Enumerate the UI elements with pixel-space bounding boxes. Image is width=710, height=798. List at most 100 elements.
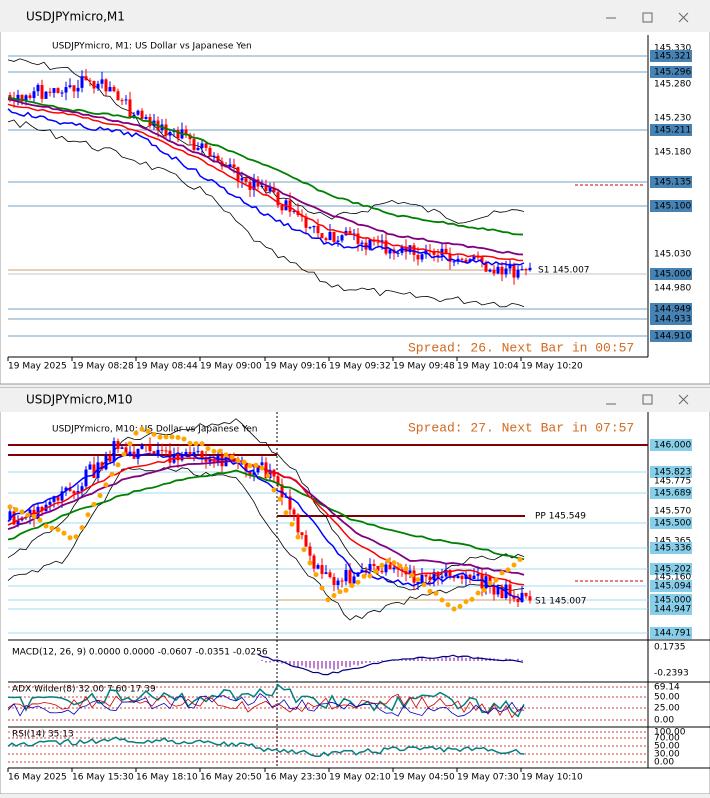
- candle-body: [380, 570, 384, 573]
- candle-body: [60, 491, 64, 501]
- maximize-button[interactable]: [642, 12, 653, 23]
- window-frame: [0, 0, 710, 385]
- candle-body: [308, 546, 312, 556]
- candle-body: [192, 139, 196, 150]
- candle-body: [80, 486, 84, 492]
- candle-body: [348, 230, 352, 234]
- candle-body: [292, 509, 296, 515]
- bollinger-band: [7, 119, 525, 308]
- status-label: Spread: 27. Next Bar in 07:57: [408, 420, 634, 435]
- parabolic-sar-dot: [409, 572, 415, 578]
- candle-body: [496, 586, 500, 595]
- time-label: 19 May 08:28: [72, 362, 134, 372]
- parabolic-sar-dot: [427, 588, 433, 594]
- parabolic-sar-dot: [505, 567, 511, 573]
- indicator-axis-label: 0.00: [654, 716, 674, 726]
- candle-body: [376, 241, 380, 243]
- parabolic-sar-dot: [445, 602, 451, 608]
- parabolic-sar-dot: [397, 563, 403, 569]
- candle-body: [160, 449, 164, 451]
- candle-body: [472, 575, 476, 580]
- time-label: 16 May 2025: [8, 773, 67, 783]
- candle-body: [116, 441, 120, 449]
- price-tag: [650, 50, 692, 62]
- candle-body: [432, 572, 436, 581]
- candle-body: [304, 216, 308, 228]
- candle-body: [460, 258, 464, 260]
- candle-body: [372, 563, 376, 566]
- candle-body: [140, 444, 144, 449]
- chart-header: USDJPYmicro, M1: US Dollar vs Japanese Y…: [52, 42, 252, 52]
- parabolic-sar-dot: [49, 525, 55, 531]
- parabolic-sar-dot: [43, 523, 49, 529]
- candle-body: [332, 231, 336, 242]
- close-button[interactable]: [678, 394, 689, 405]
- candle-body: [232, 164, 236, 168]
- adx-line: [7, 683, 525, 718]
- parabolic-sar-dot: [115, 462, 121, 468]
- candle-body: [244, 462, 248, 472]
- parabolic-sar-dot: [163, 434, 169, 440]
- candle-body: [124, 447, 128, 454]
- time-label: 16 May 15:30: [72, 773, 134, 783]
- candle-body: [420, 574, 424, 583]
- candle-body: [148, 445, 152, 452]
- candle-body: [80, 76, 84, 88]
- candle-body: [96, 462, 100, 478]
- parabolic-sar-dot: [451, 606, 457, 612]
- parabolic-sar-dot: [349, 582, 355, 588]
- parabolic-sar-dot: [223, 452, 229, 458]
- candle-body: [412, 245, 416, 255]
- candle-body: [396, 252, 400, 254]
- parabolic-sar-dot: [475, 590, 481, 596]
- candle-body: [336, 580, 340, 586]
- candle-body: [392, 567, 396, 570]
- candle-body: [328, 572, 332, 578]
- price-label: 145.094: [654, 582, 691, 592]
- candle-body: [440, 248, 444, 256]
- price-label: 144.910: [654, 332, 691, 342]
- price-label: 145.321: [654, 52, 691, 62]
- parabolic-sar-dot: [313, 572, 319, 578]
- candle-body: [40, 506, 44, 512]
- maximize-button[interactable]: [642, 394, 653, 405]
- price-label: 145.000: [654, 270, 691, 280]
- candle-body: [124, 99, 128, 101]
- candle-body: [92, 81, 96, 89]
- candle-body: [320, 565, 324, 574]
- price-label: 146.000: [654, 441, 691, 451]
- price-tag: [650, 563, 692, 575]
- parabolic-sar-dot: [103, 482, 109, 488]
- time-label: 19 May 09:00: [200, 362, 262, 372]
- candle-body: [104, 455, 108, 470]
- price-tag: [650, 303, 692, 315]
- candle-body: [288, 200, 292, 212]
- candle-body: [120, 447, 124, 449]
- candle-body: [388, 249, 392, 254]
- candle-body: [136, 448, 140, 459]
- candle-body: [316, 565, 320, 569]
- price-tag: [650, 200, 692, 212]
- candle-body: [68, 487, 72, 492]
- candle-body: [472, 255, 476, 260]
- title-bar: [0, 388, 710, 412]
- parabolic-sar-dot: [415, 577, 421, 583]
- di-minus: [7, 693, 525, 719]
- parabolic-sar-dot: [283, 510, 289, 516]
- candle-body: [28, 95, 32, 98]
- candle-body: [84, 469, 88, 487]
- indicator-axis-label: 30.00: [654, 750, 680, 760]
- parabolic-sar-dot: [217, 448, 223, 454]
- candle-body: [320, 233, 324, 239]
- window-frame: [0, 387, 710, 795]
- candle-body: [332, 577, 336, 586]
- window-title: USDJPYmicro,M10: [26, 393, 133, 407]
- price-tag: [650, 517, 692, 529]
- candle-body: [272, 187, 276, 193]
- candle-body: [492, 269, 496, 274]
- close-button[interactable]: [678, 12, 689, 23]
- parabolic-sar-dot: [211, 448, 217, 454]
- candle-body: [300, 532, 304, 536]
- price-label: 145.202: [654, 565, 691, 575]
- candle-body: [20, 94, 24, 102]
